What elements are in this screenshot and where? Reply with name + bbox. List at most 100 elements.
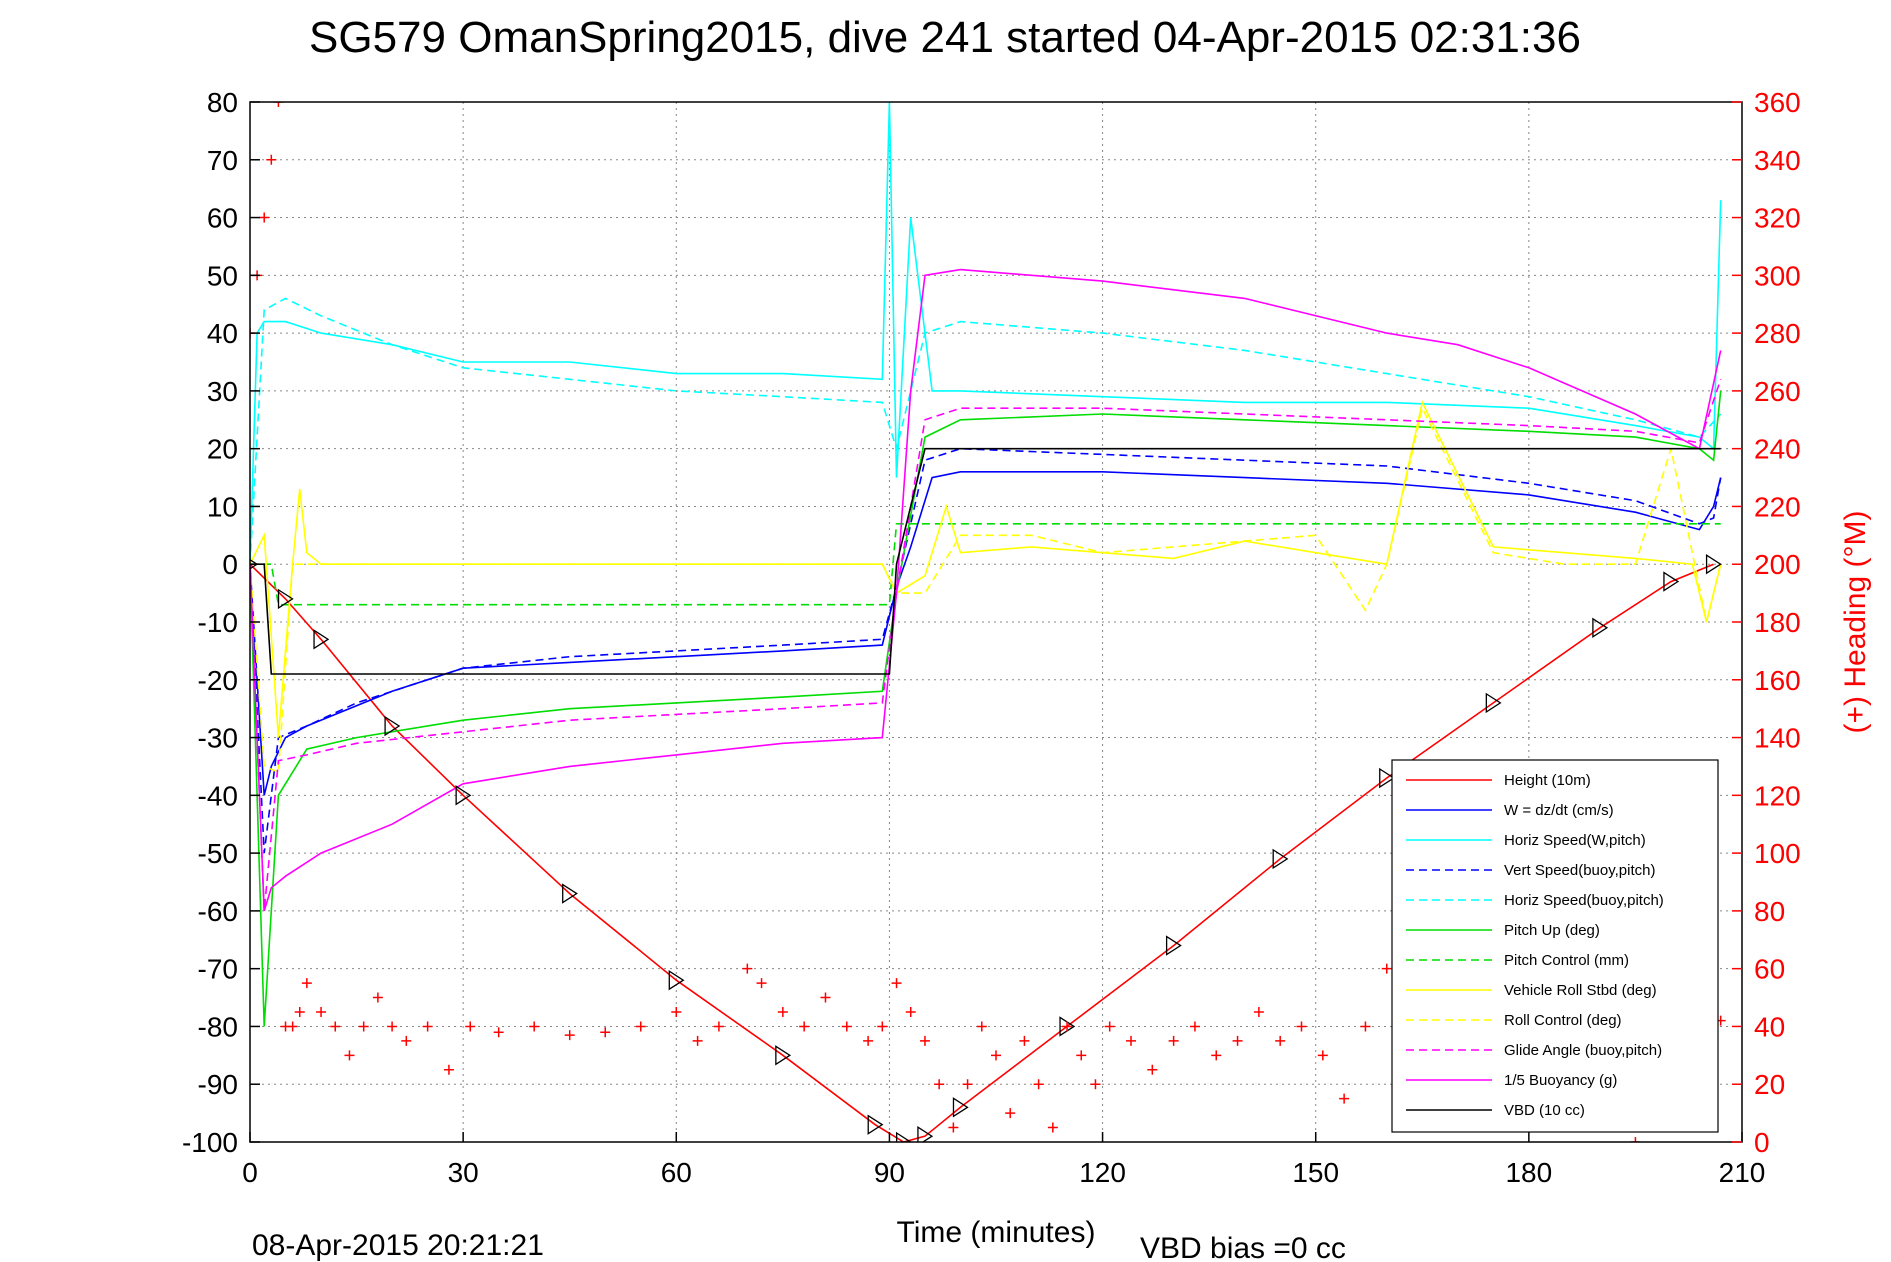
heading-marker: [316, 1007, 327, 1017]
y-tick-label: -100: [182, 1127, 238, 1158]
heading-marker: [330, 1021, 341, 1032]
heading-marker: [1168, 1035, 1179, 1046]
heading-marker: [1062, 1021, 1073, 1032]
heading-marker: [742, 963, 753, 974]
height-marker: [668, 970, 685, 991]
heading-marker: [1339, 1093, 1350, 1104]
x-tick-label: 0: [242, 1157, 258, 1188]
y2-tick-label: 300: [1754, 260, 1801, 291]
heading-marker: [1047, 1122, 1058, 1133]
height-marker: [277, 588, 294, 610]
heading-marker: [1253, 1007, 1264, 1017]
series-line-horiz-speed-buoy-pitch: [250, 297, 1722, 565]
height-marker: [313, 629, 330, 650]
x-tick-label: 90: [874, 1157, 905, 1188]
series-line-vert-speed-buoy-pitch: [250, 447, 1722, 854]
heading-marker: [1104, 1021, 1115, 1032]
y-tick-label: -30: [198, 723, 238, 754]
heading-marker: [529, 1021, 540, 1032]
heading-marker: [841, 1021, 852, 1032]
heading-marker: [671, 1007, 682, 1017]
y2-tick-label: 320: [1754, 203, 1801, 234]
heading-marker: [372, 992, 383, 1003]
y2-tick-label: 20: [1754, 1069, 1785, 1100]
legend-entry-pitch-up-deg: Pitch Up (deg): [1504, 922, 1600, 939]
y2-tick-label: 360: [1754, 87, 1801, 118]
height-marker: [1663, 571, 1680, 592]
heading-marker: [564, 1030, 575, 1041]
y2-tick-label: 160: [1754, 665, 1801, 696]
y-tick-label: -20: [198, 665, 238, 696]
heading-marker: [493, 1027, 504, 1038]
heading-marker: [273, 102, 284, 107]
y-axis-right: 3603403203002802602402202001801601401201…: [1732, 87, 1801, 1158]
heading-marker: [713, 1021, 724, 1032]
y2-tick-label: 220: [1754, 491, 1801, 522]
y-tick-label: -10: [198, 607, 238, 638]
x-axis-label: Time (minutes): [897, 1216, 1096, 1249]
x-tick-label: 120: [1079, 1157, 1126, 1188]
heading-marker: [294, 1007, 305, 1017]
legend-entry-1-5-buoyancy-g: 1/5 Buoyancy (g): [1504, 1072, 1617, 1089]
y-tick-label: 10: [207, 491, 238, 522]
heading-marker: [1232, 1035, 1243, 1046]
y2-tick-label: 100: [1754, 838, 1801, 869]
legend-entry-vbd-10-cc: VBD (10 cc): [1504, 1102, 1585, 1119]
height-marker: [1379, 767, 1395, 789]
series-line-pitch-control-mm: [250, 522, 1721, 606]
y-tick-label: -50: [198, 838, 238, 869]
y-tick-label: 80: [207, 87, 238, 118]
series-line-horiz-speed-w-pitch: [250, 102, 1722, 565]
heading-marker: [1090, 1079, 1101, 1090]
x-tick-label: 60: [661, 1157, 692, 1188]
heading-marker: [344, 1050, 355, 1061]
heading-marker: [635, 1021, 646, 1032]
heading-marker: [1296, 1021, 1307, 1032]
y-tick-label: -90: [198, 1069, 238, 1100]
y2-tick-label: 60: [1754, 954, 1785, 985]
y2-tick-label: 120: [1754, 780, 1801, 811]
y2-tick-label: 260: [1754, 376, 1801, 407]
y-axis-left: 80 70 60 50 40 30 20 10 0 -10 -20 -30 -40 -50 -60 -70 -8…: [182, 87, 260, 1158]
heading-marker: [692, 1035, 703, 1046]
height-marker: [1272, 848, 1289, 870]
heading-marker: [962, 1079, 973, 1090]
legend-entry-pitch-control-mm: Pitch Control (mm): [1504, 952, 1629, 969]
y2-tick-label: 80: [1754, 896, 1785, 927]
y-tick-label: 60: [207, 203, 238, 234]
x-tick-label: 150: [1292, 1157, 1339, 1188]
height-marker: [867, 1114, 884, 1135]
heading-marker: [1189, 1021, 1200, 1032]
y2-axis-label: (+) Heading (°M): [1839, 511, 1872, 734]
y2-tick-label: 280: [1754, 318, 1801, 349]
heading-marker: [1125, 1035, 1136, 1046]
y-tick-label: -70: [198, 954, 238, 985]
heading-marker: [1630, 1137, 1641, 1142]
y-tick-label: -80: [198, 1011, 238, 1042]
heading-marker: [401, 1035, 412, 1046]
heading-marker: [1360, 1021, 1371, 1032]
heading-marker: [1033, 1079, 1044, 1090]
height-marker: [775, 1045, 792, 1066]
legend-entry-w-dz-dt-cm-s: W = dz/dt (cm/s): [1504, 802, 1614, 819]
heading-marker: [863, 1035, 874, 1046]
height-marker: [1485, 692, 1502, 714]
y-tick-label: -60: [198, 896, 238, 927]
y2-tick-label: 40: [1754, 1011, 1785, 1042]
chart-title: SG579 OmanSpring2015, dive 241 started 0…: [309, 13, 1581, 62]
x-tick-label: 180: [1505, 1157, 1552, 1188]
legend-entry-glide-angle-buoy-pitch: Glide Angle (buoy,pitch): [1504, 1042, 1662, 1059]
heading-marker: [877, 1021, 888, 1032]
heading-marker: [443, 1064, 454, 1075]
heading-marker: [799, 1021, 810, 1032]
x-tick-label: 30: [448, 1157, 479, 1188]
y-tick-label: 20: [207, 434, 238, 465]
y2-tick-label: 200: [1754, 549, 1801, 580]
series-line-w-dz-dt-cm-s: [250, 470, 1722, 796]
legend-entry-vert-speed-buoy-pitch: Vert Speed(buoy,pitch): [1504, 862, 1655, 879]
series-line-vehicle-roll-stbd-deg: [250, 399, 1722, 738]
x-tick-label: 210: [1719, 1157, 1766, 1188]
heading-marker: [756, 978, 767, 989]
heading-marker: [301, 978, 312, 989]
heading-marker: [976, 1021, 987, 1032]
